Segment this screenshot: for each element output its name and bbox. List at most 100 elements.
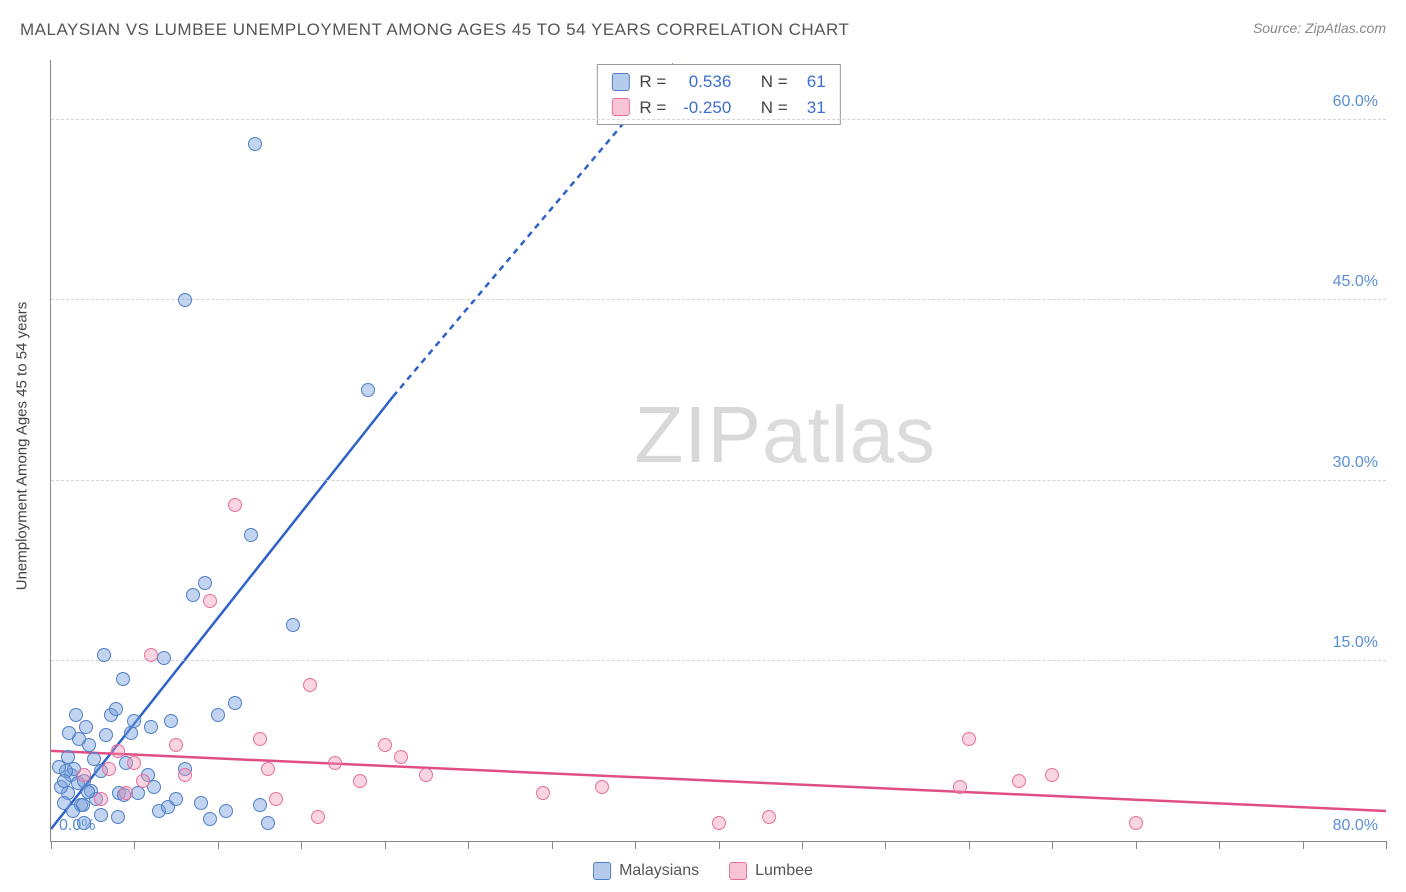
chart-wrapper: MALAYSIAN VS LUMBEE UNEMPLOYMENT AMONG A… [0,0,1406,892]
scatter-point [303,678,317,692]
scatter-point [94,792,108,806]
scatter-point [361,383,375,397]
x-max-label: 80.0% [1333,817,1378,835]
scatter-point [286,618,300,632]
scatter-point [164,714,178,728]
legend-item: Lumbee [729,862,813,880]
scatter-point [62,726,76,740]
chart-title: MALAYSIAN VS LUMBEE UNEMPLOYMENT AMONG A… [20,20,849,40]
scatter-point [136,774,150,788]
scatter-point [94,808,108,822]
x-tick [51,841,52,849]
scatter-point [186,588,200,602]
scatter-point [419,768,433,782]
x-tick [218,841,219,849]
grid-line [51,299,1386,300]
scatter-point [244,528,258,542]
r-label: R = [639,95,666,121]
swatch-icon [729,862,747,880]
scatter-point [762,810,776,824]
stats-row: R =-0.250 N =31 [611,95,825,121]
watermark-bold: ZIP [635,390,762,479]
scatter-point [253,732,267,746]
scatter-point [253,798,267,812]
grid-line [51,660,1386,661]
scatter-point [77,816,91,830]
scatter-point [712,816,726,830]
grid-line [51,480,1386,481]
scatter-point [1045,768,1059,782]
scatter-point [102,762,116,776]
scatter-point [69,708,83,722]
legend-label: Lumbee [755,862,813,880]
scatter-point [261,816,275,830]
scatter-point [353,774,367,788]
scatter-point [87,752,101,766]
x-tick [134,841,135,849]
scatter-point [194,796,208,810]
stats-row: R = 0.536 N = 61 [611,69,825,95]
scatter-point [144,648,158,662]
scatter-point [198,576,212,590]
y-axis-title: Unemployment Among Ages 45 to 54 years [14,302,31,591]
x-tick [1219,841,1220,849]
scatter-point [228,498,242,512]
scatter-point [595,780,609,794]
scatter-point [203,594,217,608]
plot-area: ZIPatlas R = 0.536 N =61R =-0.250 N =31 … [50,60,1386,842]
scatter-point [211,708,225,722]
scatter-point [157,651,171,665]
y-tick-label: 15.0% [1333,634,1378,652]
swatch-icon [611,73,629,91]
scatter-point [178,293,192,307]
r-label: R = [639,69,666,95]
scatter-point [97,648,111,662]
scatter-point [178,768,192,782]
n-value: 31 [798,95,826,121]
r-value: -0.250 [676,95,731,121]
watermark: ZIPatlas [635,389,936,481]
legend: Malaysians Lumbee [593,862,813,880]
scatter-point [1129,816,1143,830]
watermark-thin: atlas [762,390,936,479]
scatter-point [52,760,66,774]
scatter-point [57,774,71,788]
scatter-point [219,804,233,818]
scatter-point [248,137,262,151]
x-tick [1136,841,1137,849]
n-label: N = [761,69,788,95]
scatter-point [953,780,967,794]
y-tick-label: 60.0% [1333,93,1378,111]
scatter-point [269,792,283,806]
scatter-point [111,744,125,758]
r-value: 0.536 [676,69,731,95]
n-value: 61 [798,69,826,95]
scatter-point [77,768,91,782]
swatch-icon [611,98,629,116]
scatter-point [311,810,325,824]
scatter-point [1012,774,1026,788]
scatter-point [127,714,141,728]
stats-box: R = 0.536 N = 61R = -0.250 N = 31 [596,64,840,125]
scatter-point [536,786,550,800]
scatter-point [144,720,158,734]
x-tick [802,841,803,849]
x-tick [719,841,720,849]
scatter-point [127,756,141,770]
scatter-point [394,750,408,764]
legend-item: Malaysians [593,862,699,880]
legend-label: Malaysians [619,862,699,880]
scatter-point [378,738,392,752]
swatch-icon [593,862,611,880]
x-tick [1052,841,1053,849]
x-tick [552,841,553,849]
scatter-point [261,762,275,776]
y-tick-label: 30.0% [1333,454,1378,472]
x-tick [885,841,886,849]
scatter-point [99,728,113,742]
x-tick [1386,841,1387,849]
scatter-point [111,810,125,824]
scatter-point [169,792,183,806]
scatter-point [203,812,217,826]
trend-overlay [51,60,1386,841]
